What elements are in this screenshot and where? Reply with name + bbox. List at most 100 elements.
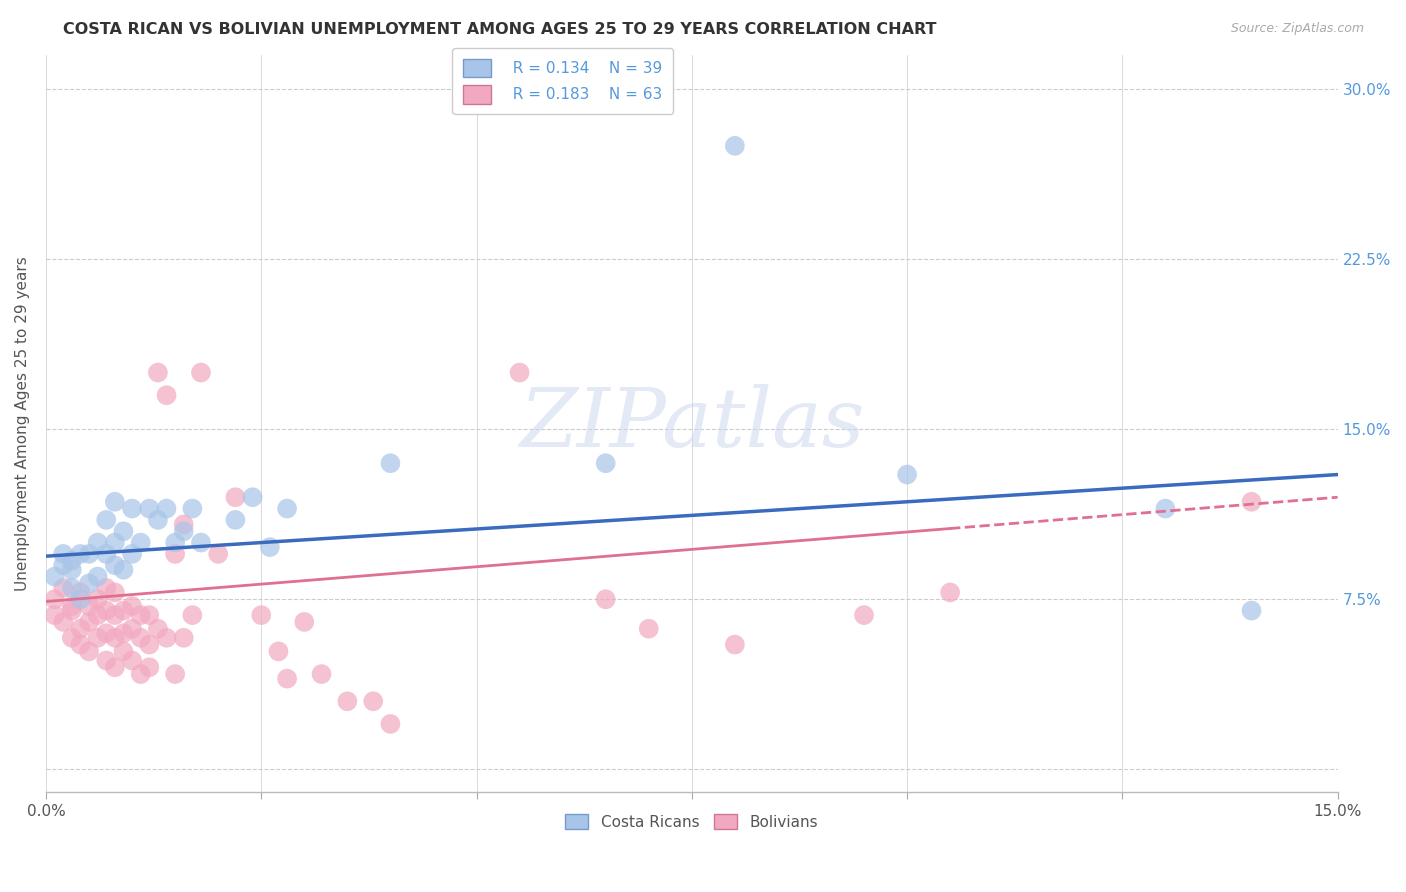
Point bbox=[207, 547, 229, 561]
Point bbox=[190, 366, 212, 380]
Point bbox=[69, 547, 91, 561]
Point bbox=[77, 644, 100, 658]
Point bbox=[129, 631, 152, 645]
Point bbox=[86, 631, 108, 645]
Point bbox=[595, 592, 617, 607]
Point bbox=[121, 622, 143, 636]
Point bbox=[77, 576, 100, 591]
Point bbox=[86, 535, 108, 549]
Point bbox=[380, 717, 402, 731]
Point bbox=[146, 366, 169, 380]
Point bbox=[86, 608, 108, 623]
Point bbox=[165, 535, 187, 549]
Point bbox=[112, 604, 135, 618]
Point bbox=[52, 547, 75, 561]
Point bbox=[121, 653, 143, 667]
Point bbox=[509, 366, 531, 380]
Point bbox=[1240, 495, 1263, 509]
Point bbox=[138, 638, 160, 652]
Point bbox=[129, 608, 152, 623]
Point bbox=[724, 138, 747, 153]
Point bbox=[86, 569, 108, 583]
Point bbox=[173, 517, 195, 532]
Point bbox=[104, 660, 127, 674]
Text: ZIPatlas: ZIPatlas bbox=[519, 384, 865, 464]
Point bbox=[896, 467, 918, 482]
Point bbox=[336, 694, 359, 708]
Point bbox=[44, 608, 66, 623]
Point bbox=[60, 631, 83, 645]
Point bbox=[96, 581, 118, 595]
Point bbox=[165, 667, 187, 681]
Point bbox=[146, 513, 169, 527]
Point bbox=[129, 535, 152, 549]
Point bbox=[138, 501, 160, 516]
Point bbox=[181, 501, 204, 516]
Point bbox=[224, 490, 246, 504]
Point bbox=[155, 501, 177, 516]
Point bbox=[181, 608, 204, 623]
Point bbox=[121, 501, 143, 516]
Point bbox=[121, 599, 143, 613]
Point bbox=[60, 554, 83, 568]
Point bbox=[637, 622, 659, 636]
Point bbox=[595, 456, 617, 470]
Point bbox=[104, 585, 127, 599]
Point bbox=[44, 569, 66, 583]
Point bbox=[96, 626, 118, 640]
Point bbox=[1154, 501, 1177, 516]
Legend: Costa Ricans, Bolivians: Costa Ricans, Bolivians bbox=[560, 807, 824, 836]
Point bbox=[96, 653, 118, 667]
Y-axis label: Unemployment Among Ages 25 to 29 years: Unemployment Among Ages 25 to 29 years bbox=[15, 256, 30, 591]
Point bbox=[380, 456, 402, 470]
Point bbox=[44, 592, 66, 607]
Point bbox=[69, 592, 91, 607]
Point bbox=[292, 615, 315, 629]
Point bbox=[276, 501, 298, 516]
Point bbox=[276, 672, 298, 686]
Point bbox=[1240, 604, 1263, 618]
Point bbox=[121, 547, 143, 561]
Point bbox=[77, 599, 100, 613]
Point bbox=[112, 524, 135, 539]
Point bbox=[104, 631, 127, 645]
Point bbox=[190, 535, 212, 549]
Point bbox=[52, 581, 75, 595]
Point bbox=[60, 563, 83, 577]
Point bbox=[724, 638, 747, 652]
Point bbox=[96, 513, 118, 527]
Point bbox=[259, 540, 281, 554]
Point bbox=[155, 388, 177, 402]
Point bbox=[86, 592, 108, 607]
Point bbox=[173, 524, 195, 539]
Point bbox=[267, 644, 290, 658]
Point bbox=[52, 558, 75, 573]
Point bbox=[60, 604, 83, 618]
Point bbox=[138, 660, 160, 674]
Point bbox=[77, 547, 100, 561]
Point bbox=[165, 547, 187, 561]
Point bbox=[112, 626, 135, 640]
Point bbox=[939, 585, 962, 599]
Point bbox=[69, 638, 91, 652]
Text: COSTA RICAN VS BOLIVIAN UNEMPLOYMENT AMONG AGES 25 TO 29 YEARS CORRELATION CHART: COSTA RICAN VS BOLIVIAN UNEMPLOYMENT AMO… bbox=[63, 22, 936, 37]
Point bbox=[104, 495, 127, 509]
Point bbox=[146, 622, 169, 636]
Point bbox=[242, 490, 264, 504]
Point bbox=[96, 604, 118, 618]
Point bbox=[361, 694, 384, 708]
Point bbox=[69, 622, 91, 636]
Point bbox=[173, 631, 195, 645]
Point bbox=[69, 585, 91, 599]
Point bbox=[104, 608, 127, 623]
Point bbox=[60, 581, 83, 595]
Point bbox=[96, 547, 118, 561]
Point bbox=[77, 615, 100, 629]
Point bbox=[60, 599, 83, 613]
Point bbox=[104, 558, 127, 573]
Point bbox=[853, 608, 876, 623]
Point bbox=[311, 667, 333, 681]
Point bbox=[52, 615, 75, 629]
Point bbox=[112, 644, 135, 658]
Point bbox=[250, 608, 273, 623]
